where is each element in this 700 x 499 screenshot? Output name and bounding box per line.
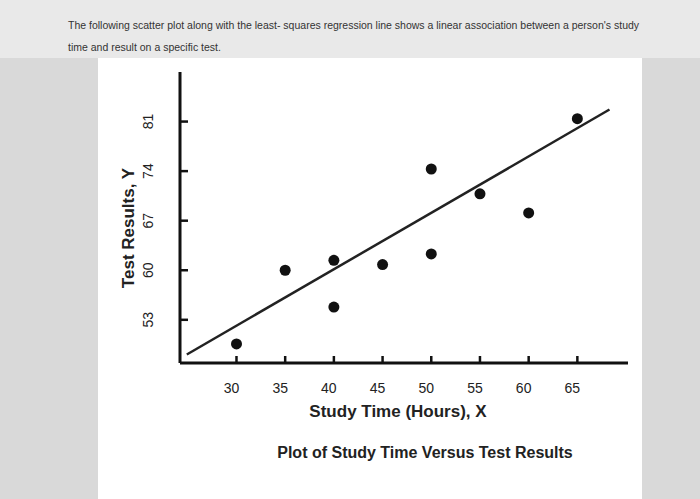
x-tick: [479, 356, 482, 363]
x-tick-label: 35: [272, 380, 288, 396]
y-tick: [180, 170, 188, 173]
y-axis-label: Test Results, Y: [119, 167, 138, 288]
scatter-point: [231, 338, 242, 349]
x-tick: [381, 356, 384, 363]
y-tick: [180, 120, 188, 123]
x-tick: [284, 356, 287, 363]
y-tick: [180, 219, 188, 222]
x-tick: [576, 356, 579, 363]
scatter-point: [426, 164, 437, 175]
y-tick-label: 74: [140, 163, 156, 179]
intro-text: The following scatter plot along with th…: [68, 14, 653, 58]
x-tick-label: 30: [224, 380, 240, 396]
x-tick: [527, 356, 530, 363]
x-tick: [333, 356, 336, 363]
scatter-point: [523, 207, 534, 218]
scatter-point: [280, 265, 291, 276]
y-tick-label: 60: [140, 262, 156, 278]
y-tick: [180, 319, 188, 322]
scatter-point: [572, 113, 583, 124]
y-tick: [180, 269, 188, 272]
scatter-point: [377, 259, 388, 270]
y-tick-label: 67: [140, 213, 156, 229]
x-axis: [180, 362, 628, 365]
chart-title: Plot of Study Time Versus Test Results: [277, 444, 573, 461]
scatter-point: [474, 188, 485, 199]
scatter-point: [328, 302, 339, 313]
x-tick-label: 65: [565, 380, 581, 396]
x-axis-label: Study Time (Hours), X: [309, 402, 487, 421]
x-tick-label: 40: [321, 380, 337, 396]
x-tick: [430, 356, 433, 363]
x-tick-label: 55: [467, 380, 483, 396]
x-tick-label: 60: [516, 380, 532, 396]
y-tick-label: 53: [140, 312, 156, 328]
scatter-point: [426, 248, 437, 259]
regression-line: [187, 110, 610, 355]
x-tick-label: 50: [418, 380, 434, 396]
scatter-point: [328, 255, 339, 266]
x-tick-label: 45: [370, 380, 386, 396]
plot-area: [187, 110, 610, 355]
chart: 30 35 40 45 50 55 60 65 53 60 67 74 81 Study Time (Ho…: [0, 0, 700, 499]
y-tick-label: 81: [140, 114, 156, 130]
x-tick: [235, 356, 238, 363]
